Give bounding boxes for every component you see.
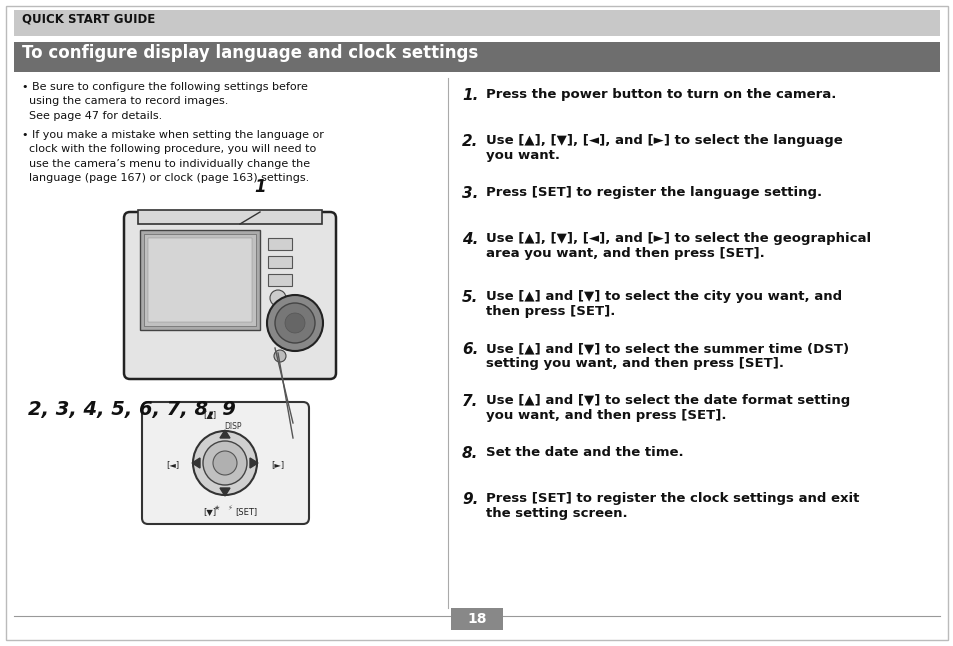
Text: area you want, and then press [SET].: area you want, and then press [SET]. xyxy=(485,247,764,260)
Text: 4.: 4. xyxy=(461,232,477,247)
Text: 8.: 8. xyxy=(461,446,477,461)
Text: To configure display language and clock settings: To configure display language and clock … xyxy=(22,44,477,62)
Bar xyxy=(148,238,252,322)
Text: Use [▲], [▼], [◄], and [►] to select the geographical: Use [▲], [▼], [◄], and [►] to select the… xyxy=(485,232,870,245)
Text: 2.: 2. xyxy=(461,134,477,149)
Text: 9.: 9. xyxy=(461,492,477,507)
Text: 1.: 1. xyxy=(461,88,477,103)
Bar xyxy=(14,42,939,72)
Circle shape xyxy=(285,313,305,333)
Circle shape xyxy=(203,441,247,485)
Bar xyxy=(14,74,939,610)
Text: 7.: 7. xyxy=(461,394,477,409)
Bar xyxy=(138,210,322,224)
FancyBboxPatch shape xyxy=(124,212,335,379)
Text: • If you make a mistake when setting the language or
  clock with the following : • If you make a mistake when setting the… xyxy=(22,130,323,183)
Text: 5.: 5. xyxy=(461,290,477,305)
Bar xyxy=(140,230,260,330)
Text: Use [▲] and [▼] to select the city you want, and: Use [▲] and [▼] to select the city you w… xyxy=(485,290,841,303)
Circle shape xyxy=(274,303,314,343)
Text: [▲]: [▲] xyxy=(203,410,216,419)
Text: [►]: [►] xyxy=(271,461,284,470)
Circle shape xyxy=(274,350,286,362)
Text: Use [▲] and [▼] to select the date format setting: Use [▲] and [▼] to select the date forma… xyxy=(485,394,849,407)
Bar xyxy=(268,274,292,286)
Polygon shape xyxy=(220,488,230,496)
Polygon shape xyxy=(192,458,200,468)
Text: Press [SET] to register the clock settings and exit: Press [SET] to register the clock settin… xyxy=(485,492,859,505)
Text: ⚡: ⚡ xyxy=(228,505,233,511)
Text: 3.: 3. xyxy=(461,186,477,201)
Text: Use [▲], [▼], [◄], and [►] to select the language: Use [▲], [▼], [◄], and [►] to select the… xyxy=(485,134,841,147)
Text: • Be sure to configure the following settings before
  using the camera to recor: • Be sure to configure the following set… xyxy=(22,82,308,121)
Bar xyxy=(451,608,502,630)
Text: [SET]: [SET] xyxy=(234,507,257,516)
Text: QUICK START GUIDE: QUICK START GUIDE xyxy=(22,12,155,25)
Polygon shape xyxy=(220,430,230,438)
Text: [◄]: [◄] xyxy=(166,461,179,470)
Text: 18: 18 xyxy=(467,612,486,626)
Text: 6.: 6. xyxy=(461,342,477,357)
Text: DISP: DISP xyxy=(224,422,241,431)
Polygon shape xyxy=(250,458,257,468)
Bar xyxy=(14,10,939,36)
Text: 2, 3, 4, 5, 6, 7, 8, 9: 2, 3, 4, 5, 6, 7, 8, 9 xyxy=(28,400,235,419)
Text: setting you want, and then press [SET].: setting you want, and then press [SET]. xyxy=(485,357,783,370)
Bar xyxy=(268,256,292,268)
Circle shape xyxy=(193,431,256,495)
Text: Press [SET] to register the language setting.: Press [SET] to register the language set… xyxy=(485,186,821,199)
Text: the setting screen.: the setting screen. xyxy=(485,507,627,520)
Text: Use [▲] and [▼] to select the summer time (DST): Use [▲] and [▼] to select the summer tim… xyxy=(485,342,848,355)
Circle shape xyxy=(270,290,286,306)
Bar xyxy=(144,234,255,326)
Circle shape xyxy=(267,295,323,351)
Text: then press [SET].: then press [SET]. xyxy=(485,305,615,318)
Text: ★: ★ xyxy=(213,505,220,511)
Text: Press the power button to turn on the camera.: Press the power button to turn on the ca… xyxy=(485,88,836,101)
Bar xyxy=(268,238,292,250)
FancyBboxPatch shape xyxy=(142,402,309,524)
Text: 1: 1 xyxy=(253,178,266,196)
Circle shape xyxy=(213,451,236,475)
Text: you want, and then press [SET].: you want, and then press [SET]. xyxy=(485,409,726,422)
Text: you want.: you want. xyxy=(485,149,559,162)
Text: [▼]: [▼] xyxy=(203,507,216,516)
Text: Set the date and the time.: Set the date and the time. xyxy=(485,446,683,459)
